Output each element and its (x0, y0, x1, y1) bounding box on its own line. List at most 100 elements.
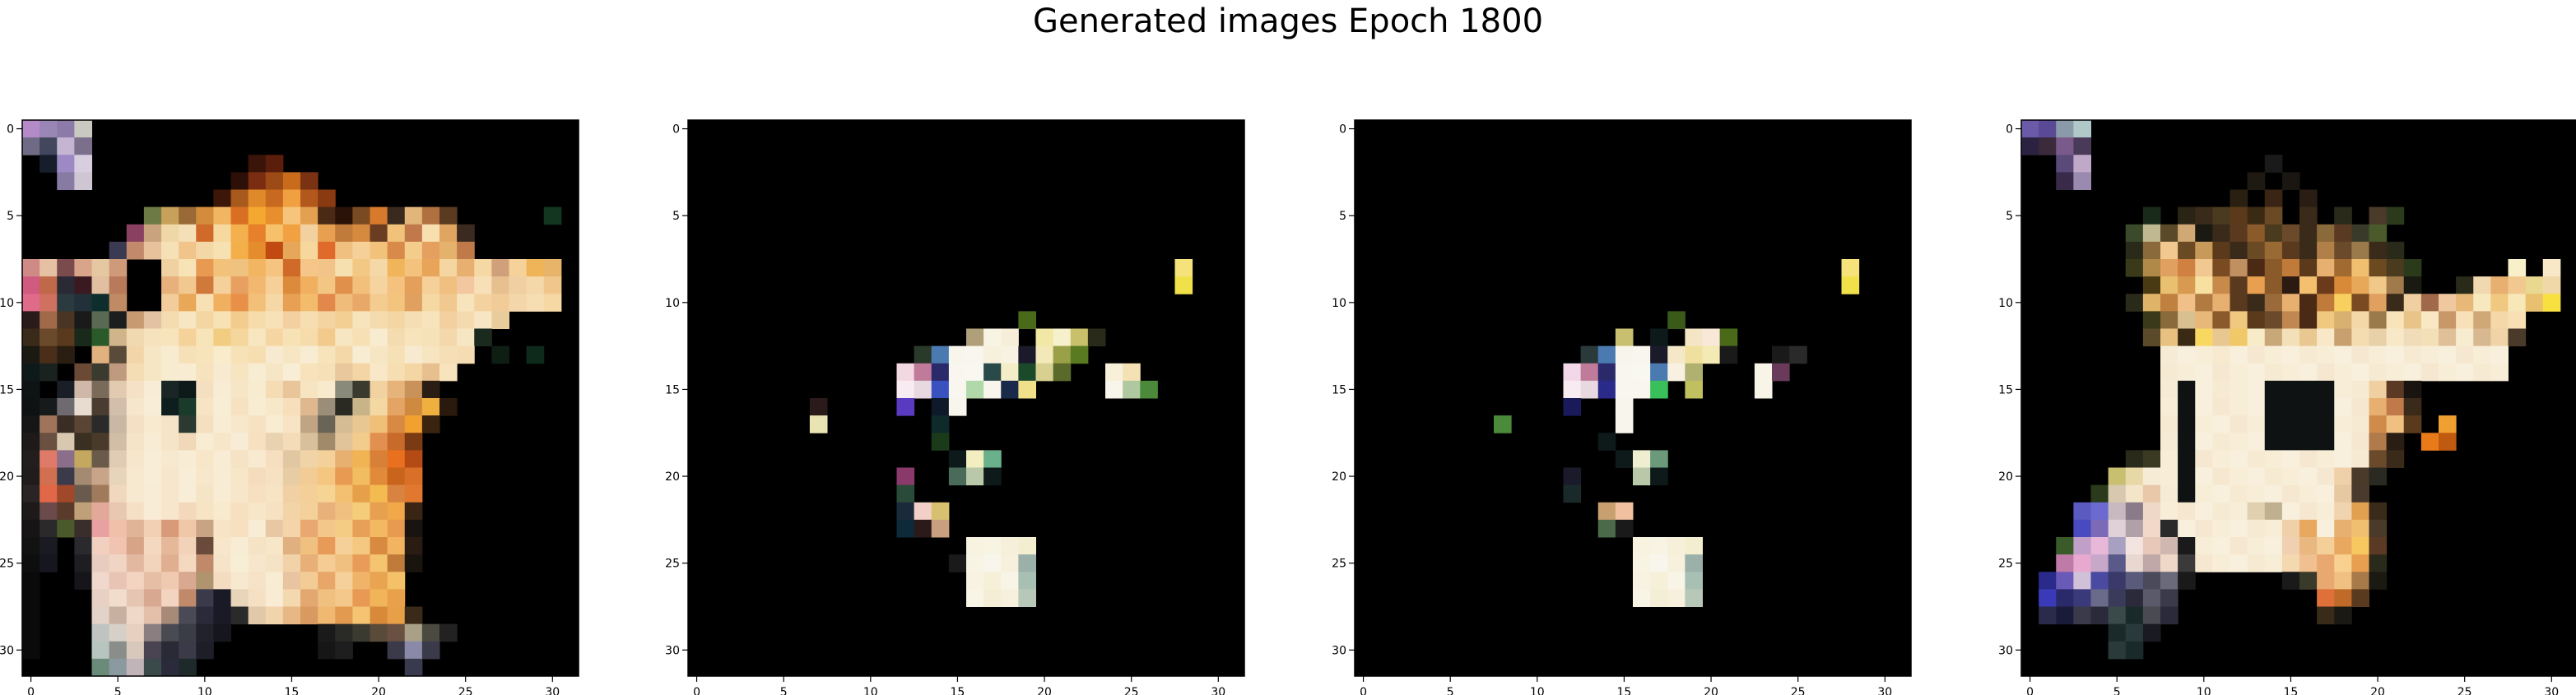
pixel-cell (22, 572, 40, 590)
pixel-cell (22, 363, 40, 382)
pixel-cell (931, 363, 950, 382)
pixel-cell (948, 450, 967, 468)
pixel-cell (1580, 380, 1599, 399)
pixel-cell (2230, 519, 2248, 538)
pixel-cell (161, 450, 179, 468)
pixel-cell (2281, 519, 2300, 538)
x-tick-label: 15 (2284, 686, 2299, 695)
pixel-cell (352, 519, 370, 538)
pixel-cell (2090, 589, 2109, 607)
pixel-cell (457, 241, 475, 260)
pixel-cell (74, 155, 92, 173)
pixel-cell (2073, 120, 2091, 138)
pixel-cell (2403, 276, 2422, 294)
pixel-cell (2299, 484, 2318, 503)
pixel-cell (387, 450, 406, 468)
pixel-cell (370, 467, 388, 486)
pixel-cell (40, 276, 58, 294)
pixel-cell (2125, 224, 2144, 243)
pixel-cell (2369, 502, 2388, 521)
pixel-cell (196, 398, 214, 416)
pixel-cell (2386, 259, 2405, 277)
pixel-cell (2178, 311, 2196, 329)
pixel-cell (335, 398, 353, 416)
pixel-cell (421, 380, 440, 399)
pixel-cell (387, 259, 406, 277)
pixel-cell (248, 172, 267, 190)
x-tick-label: 0 (1360, 686, 1367, 695)
pixel-cell (40, 259, 58, 277)
pixel-cell (2299, 276, 2318, 294)
pixel-cell (335, 589, 353, 607)
pixel-cell (91, 415, 110, 433)
pixel-cell (265, 380, 284, 399)
pixel-cell (2299, 450, 2318, 468)
pixel-cell (2334, 450, 2352, 468)
pixel-cell (457, 311, 475, 329)
pixel-cell (2125, 450, 2144, 468)
pixel-cell (1702, 345, 1721, 364)
pixel-cell (91, 554, 110, 572)
pixel-cell (2247, 345, 2266, 364)
pixel-cell (387, 537, 406, 555)
pixel-cell (2160, 415, 2178, 433)
pixel-cell (57, 415, 75, 433)
pixel-cell (2247, 415, 2266, 433)
pixel-cell (265, 206, 284, 225)
pixel-cell (22, 415, 40, 433)
pixel-cell (421, 328, 440, 347)
pixel-cell (161, 311, 179, 329)
pixel-cell (57, 484, 75, 503)
pixel-cell (1633, 380, 1651, 399)
pixel-cell (265, 606, 284, 625)
y-tick-label: 20 (1998, 470, 2013, 484)
pixel-cell (300, 519, 319, 538)
pixel-cell (457, 328, 475, 347)
pixel-cell (265, 259, 284, 277)
pixel-cell (1772, 363, 1790, 382)
pixel-cell (91, 572, 110, 590)
pixel-cell (179, 363, 197, 382)
pixel-cell (931, 519, 950, 538)
pixel-cell (387, 572, 406, 590)
pixel-cell (265, 398, 284, 416)
pixel-cell (196, 537, 214, 555)
pixel-cell (2386, 241, 2405, 260)
pixel-cell (2369, 398, 2388, 416)
pixel-cell (2056, 137, 2074, 155)
pixel-cell (2299, 363, 2318, 382)
pixel-cell (1685, 537, 1703, 555)
pixel-cell (983, 328, 1002, 347)
pixel-cell (2369, 554, 2388, 572)
pixel-cell (1018, 572, 1036, 590)
pixel-cell (2195, 259, 2213, 277)
pixel-cell (2142, 589, 2161, 607)
pixel-cell (2160, 241, 2178, 260)
pixel-cell (2334, 484, 2352, 503)
pixel-cell (2247, 206, 2266, 225)
pixel-cell (474, 259, 492, 277)
pixel-cell (2039, 606, 2057, 625)
pixel-cell (352, 554, 370, 572)
pixel-cell (2160, 572, 2178, 590)
pixel-cell (126, 328, 145, 347)
pixel-cell (282, 467, 301, 486)
pixel-cell (143, 554, 162, 572)
pixel-cell (282, 554, 301, 572)
pixel-cell (2090, 519, 2109, 538)
pixel-cell (2299, 345, 2318, 364)
pixel-cell (2195, 345, 2213, 364)
pixel-cell (2125, 502, 2144, 521)
pixel-cell (1615, 502, 1634, 521)
pixel-cell (404, 345, 423, 364)
pixel-cell (2125, 589, 2144, 607)
pixel-cell (2334, 589, 2352, 607)
pixel-cell (2508, 311, 2527, 329)
pixel-cell (335, 380, 353, 399)
pixel-cell (421, 623, 440, 642)
pixel-cell (300, 537, 319, 555)
pixel-cell (335, 502, 353, 521)
pixel-cell (2212, 363, 2230, 382)
pixel-cell (161, 398, 179, 416)
pixel-cell (2212, 328, 2230, 347)
